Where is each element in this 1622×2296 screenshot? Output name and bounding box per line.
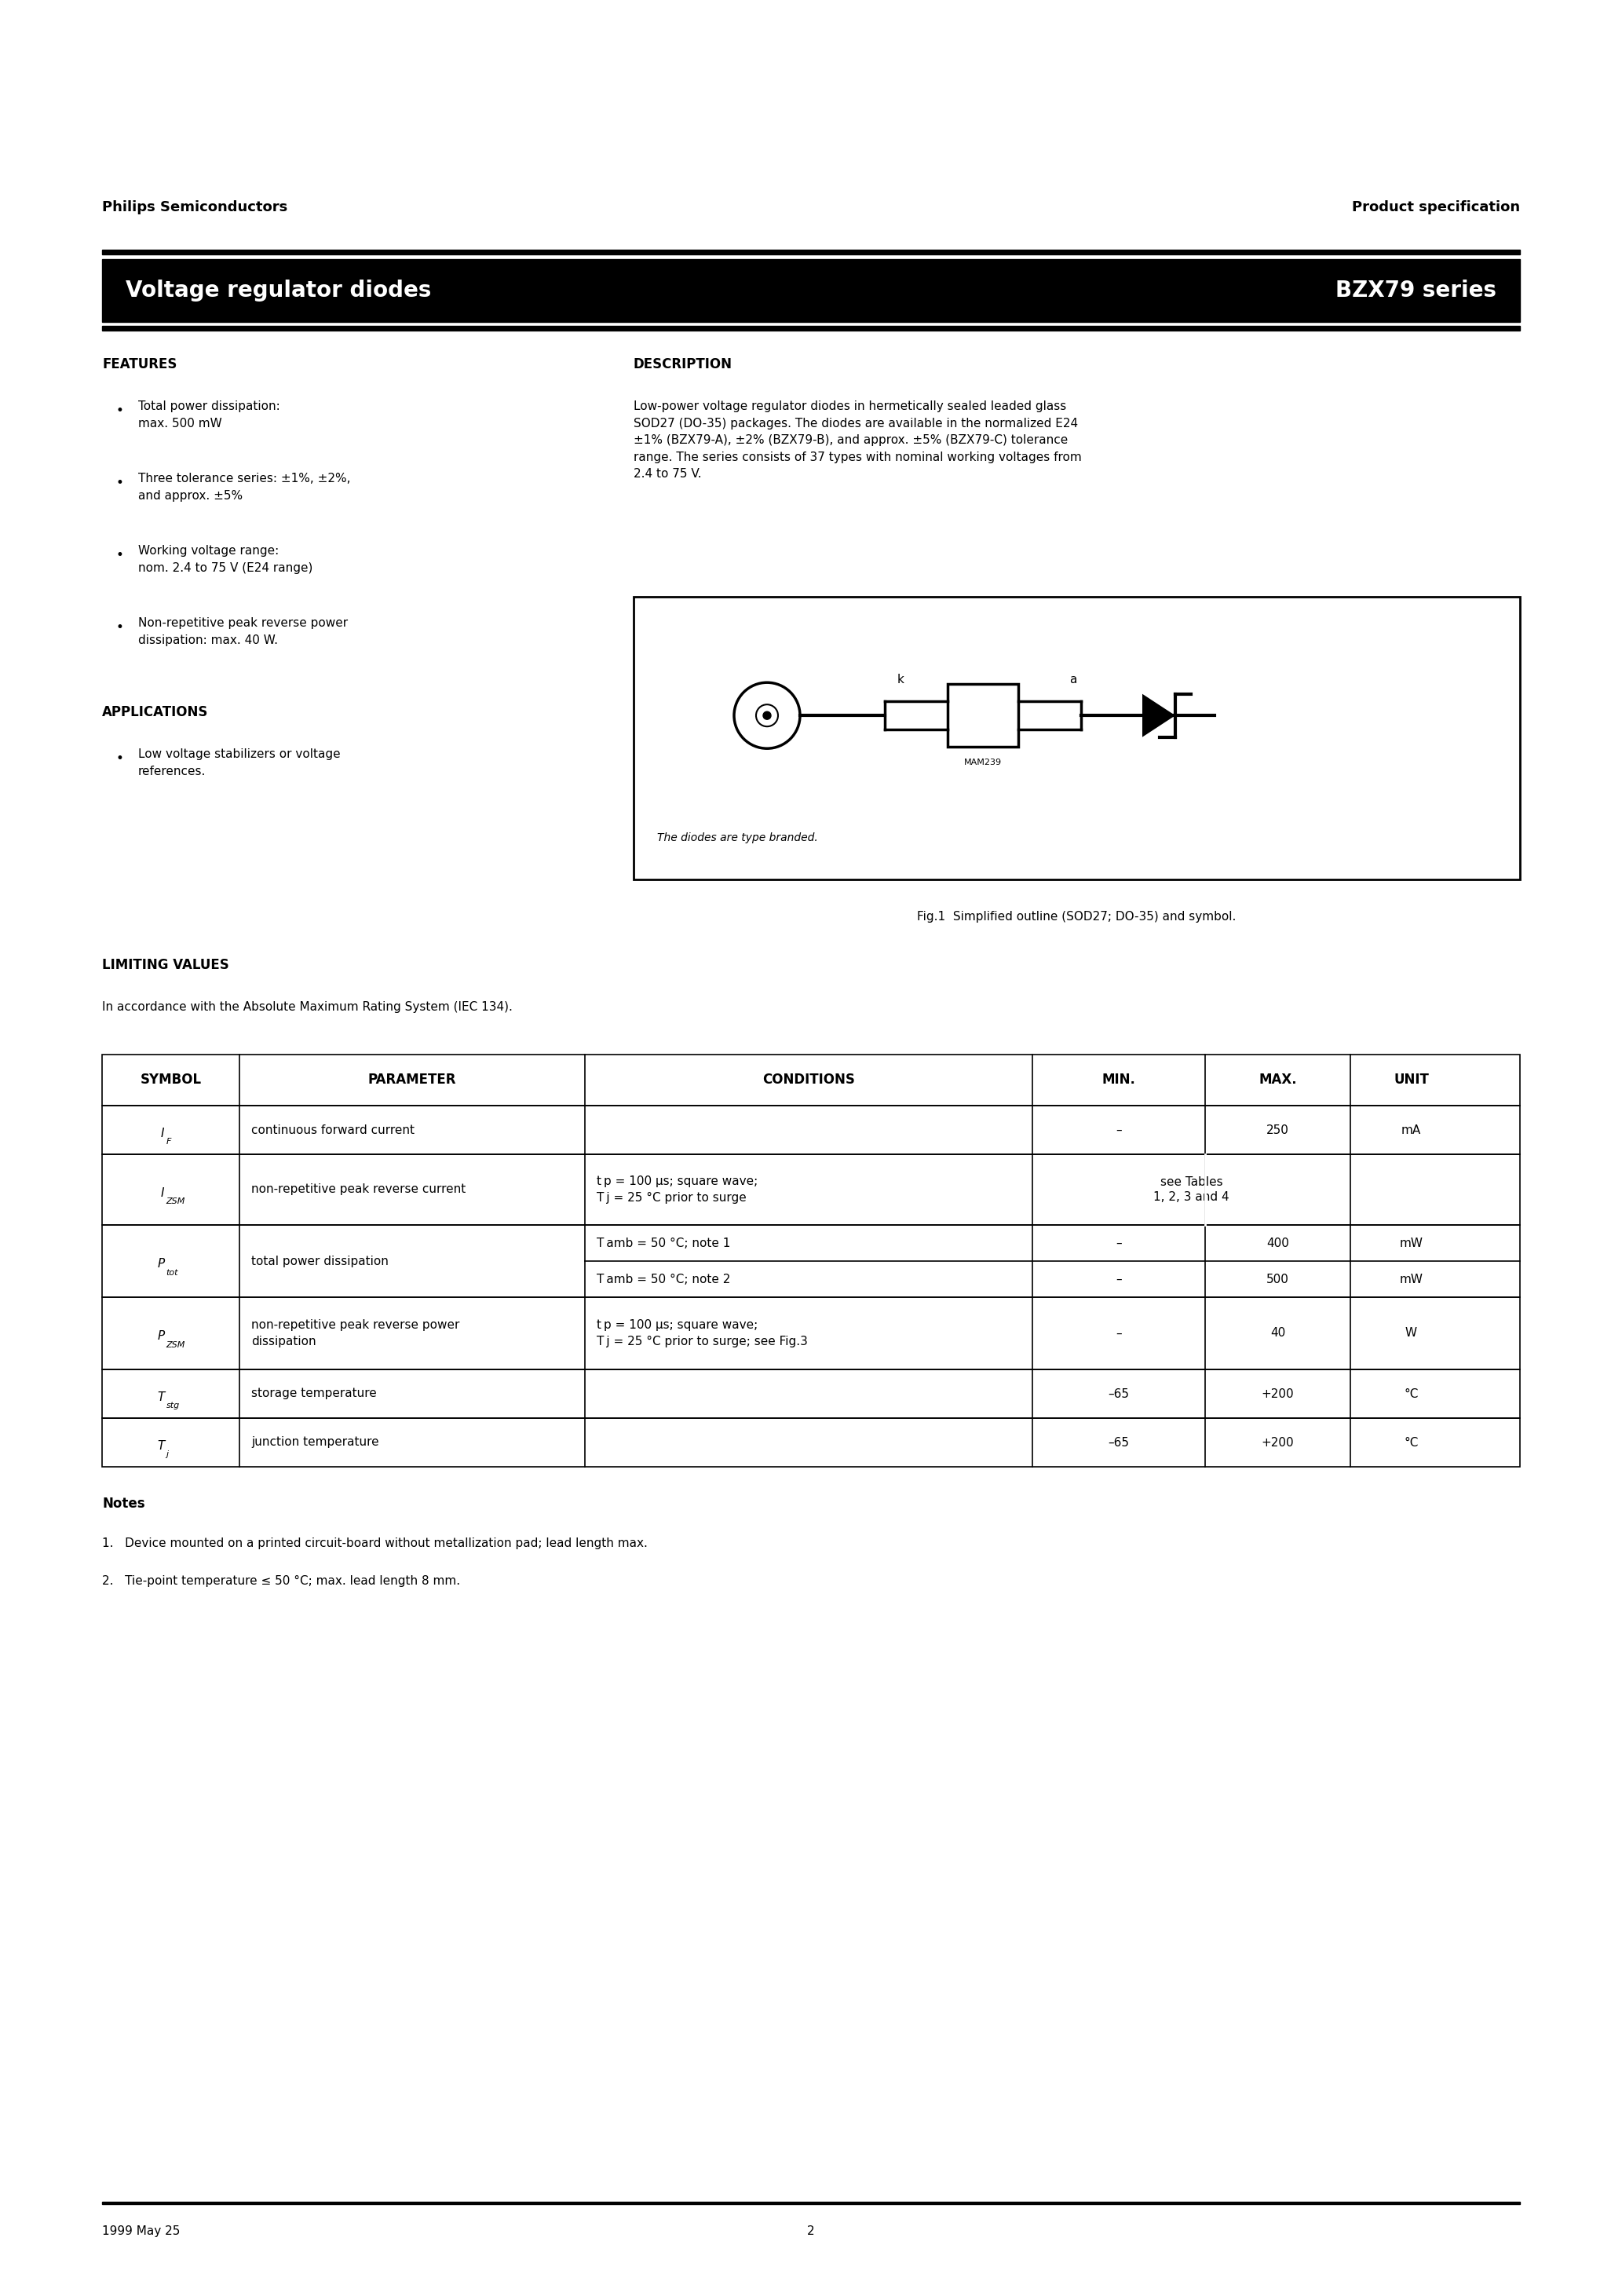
- Text: •: •: [117, 475, 123, 489]
- Text: Working voltage range:
nom. 2.4 to 75 V (E24 range): Working voltage range: nom. 2.4 to 75 V …: [138, 544, 313, 574]
- Bar: [102, 1368, 1520, 1419]
- Text: total power dissipation: total power dissipation: [251, 1256, 389, 1267]
- Text: k: k: [897, 675, 903, 687]
- Text: –: –: [1116, 1274, 1122, 1286]
- Text: APPLICATIONS: APPLICATIONS: [102, 705, 208, 719]
- Text: MAX.: MAX.: [1259, 1072, 1298, 1086]
- Text: I: I: [161, 1187, 164, 1199]
- Bar: [102, 1226, 1520, 1297]
- Text: P: P: [157, 1332, 164, 1343]
- Text: °C: °C: [1405, 1387, 1418, 1401]
- Text: T amb = 50 °C; note 2: T amb = 50 °C; note 2: [597, 1274, 730, 1286]
- Bar: [102, 1419, 1520, 1467]
- Text: storage temperature: storage temperature: [251, 1387, 376, 1401]
- Text: –: –: [1116, 1238, 1122, 1249]
- Text: The diodes are type branded.: The diodes are type branded.: [657, 833, 817, 843]
- Text: non-repetitive peak reverse power
dissipation: non-repetitive peak reverse power dissip…: [251, 1320, 459, 1348]
- Text: 1999 May 25: 1999 May 25: [102, 2225, 180, 2236]
- Text: mW: mW: [1400, 1238, 1422, 1249]
- Text: °C: °C: [1405, 1437, 1418, 1449]
- Text: mW: mW: [1400, 1274, 1422, 1286]
- Text: 400: 400: [1267, 1238, 1289, 1249]
- Text: T: T: [157, 1440, 164, 1451]
- Bar: [102, 1297, 1520, 1368]
- Text: t p = 100 μs; square wave;
T j = 25 °C prior to surge: t p = 100 μs; square wave; T j = 25 °C p…: [597, 1176, 757, 1203]
- Text: W: W: [1405, 1327, 1418, 1339]
- Text: F: F: [165, 1139, 170, 1146]
- Text: Notes: Notes: [102, 1497, 144, 1511]
- Text: Non-repetitive peak reverse power
dissipation: max. 40 W.: Non-repetitive peak reverse power dissip…: [138, 618, 347, 645]
- Text: continuous forward current: continuous forward current: [251, 1125, 415, 1137]
- Text: P: P: [157, 1258, 164, 1270]
- Text: Low-power voltage regulator diodes in hermetically sealed leaded glass
SOD27 (DO: Low-power voltage regulator diodes in he…: [634, 400, 1082, 480]
- Text: PARAMETER: PARAMETER: [368, 1072, 456, 1086]
- Bar: [102, 1054, 1520, 1107]
- Text: UNIT: UNIT: [1393, 1072, 1429, 1086]
- Text: junction temperature: junction temperature: [251, 1437, 380, 1449]
- Text: j: j: [165, 1451, 169, 1458]
- Text: –65: –65: [1108, 1387, 1129, 1401]
- Text: DESCRIPTION: DESCRIPTION: [634, 358, 733, 372]
- Text: –: –: [1116, 1327, 1122, 1339]
- Text: non-repetitive peak reverse current: non-repetitive peak reverse current: [251, 1185, 466, 1196]
- Text: In accordance with the Absolute Maximum Rating System (IEC 134).: In accordance with the Absolute Maximum …: [102, 1001, 513, 1013]
- Bar: [102, 326, 1520, 331]
- Text: –: –: [1116, 1125, 1122, 1137]
- Bar: [102, 259, 1520, 321]
- Text: T amb = 50 °C; note 1: T amb = 50 °C; note 1: [597, 1238, 730, 1249]
- Text: 40: 40: [1270, 1327, 1285, 1339]
- Text: FEATURES: FEATURES: [102, 358, 177, 372]
- Text: Low voltage stabilizers or voltage
references.: Low voltage stabilizers or voltage refer…: [138, 748, 341, 776]
- Bar: [634, 597, 1520, 879]
- Text: 2: 2: [808, 2225, 814, 2236]
- Bar: [102, 2202, 1520, 2204]
- Bar: [947, 684, 1019, 746]
- Text: t p = 100 μs; square wave;
T j = 25 °C prior to surge; see Fig.3: t p = 100 μs; square wave; T j = 25 °C p…: [597, 1320, 808, 1348]
- Text: Product specification: Product specification: [1351, 200, 1520, 214]
- Bar: [102, 1107, 1520, 1155]
- Text: +200: +200: [1262, 1437, 1294, 1449]
- Text: Total power dissipation:
max. 500 mW: Total power dissipation: max. 500 mW: [138, 400, 281, 429]
- Text: BZX79 series: BZX79 series: [1335, 280, 1497, 301]
- Text: 500: 500: [1267, 1274, 1289, 1286]
- Circle shape: [762, 712, 770, 719]
- Bar: [102, 250, 1520, 255]
- Text: ZSM: ZSM: [165, 1199, 185, 1205]
- Text: ZSM: ZSM: [165, 1341, 185, 1350]
- Bar: [102, 1155, 1520, 1226]
- Text: MAM239: MAM239: [963, 758, 1002, 767]
- Text: MIN.: MIN.: [1101, 1072, 1135, 1086]
- Text: 250: 250: [1267, 1125, 1289, 1137]
- Text: see Tables
1, 2, 3 and 4: see Tables 1, 2, 3 and 4: [1153, 1176, 1229, 1203]
- Text: Philips Semiconductors: Philips Semiconductors: [102, 200, 287, 214]
- Text: LIMITING VALUES: LIMITING VALUES: [102, 957, 229, 971]
- Text: stg: stg: [165, 1401, 180, 1410]
- Text: •: •: [117, 751, 123, 765]
- Text: I: I: [161, 1127, 164, 1139]
- Text: mA: mA: [1401, 1125, 1421, 1137]
- Polygon shape: [1142, 693, 1176, 737]
- Text: Three tolerance series: ±1%, ±2%,
and approx. ±5%: Three tolerance series: ±1%, ±2%, and ap…: [138, 473, 350, 501]
- Text: 1.   Device mounted on a printed circuit-board without metallization pad; lead l: 1. Device mounted on a printed circuit-b…: [102, 1538, 647, 1550]
- Text: T: T: [157, 1391, 164, 1403]
- Text: Voltage regulator diodes: Voltage regulator diodes: [125, 280, 431, 301]
- Text: 2.   Tie-point temperature ≤ 50 °C; max. lead length 8 mm.: 2. Tie-point temperature ≤ 50 °C; max. l…: [102, 1575, 461, 1587]
- Text: CONDITIONS: CONDITIONS: [762, 1072, 855, 1086]
- Text: SYMBOL: SYMBOL: [139, 1072, 201, 1086]
- Text: –65: –65: [1108, 1437, 1129, 1449]
- Text: tot: tot: [165, 1270, 178, 1277]
- Text: a: a: [1069, 675, 1077, 687]
- Text: +200: +200: [1262, 1387, 1294, 1401]
- Text: •: •: [117, 549, 123, 563]
- Text: •: •: [117, 620, 123, 634]
- Text: Fig.1  Simplified outline (SOD27; DO-35) and symbol.: Fig.1 Simplified outline (SOD27; DO-35) …: [916, 912, 1236, 923]
- Text: •: •: [117, 404, 123, 418]
